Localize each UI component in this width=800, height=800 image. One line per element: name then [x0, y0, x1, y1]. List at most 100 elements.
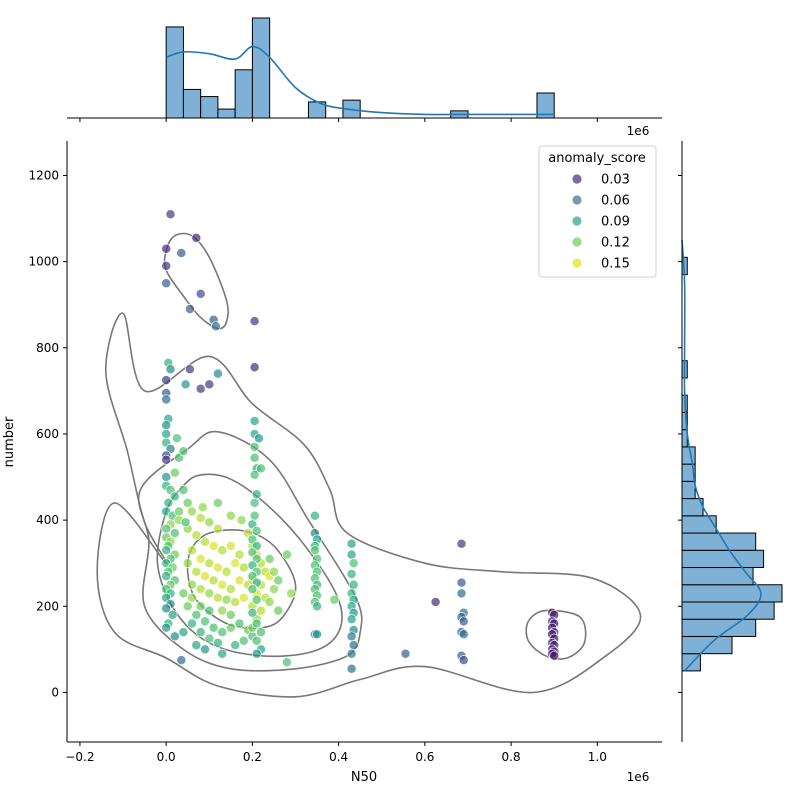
scatter-point: [184, 304, 195, 314]
legend-frame: [538, 145, 657, 278]
y-tick-label: 1200: [28, 168, 59, 182]
scatter-point: [253, 433, 264, 444]
scatter-point: [180, 517, 191, 528]
y-axis-ticks: 0 200 400 600 800 1000 1200: [28, 168, 67, 699]
top-hist-bar: [251, 17, 271, 119]
scatter-point: [225, 622, 236, 633]
scatter-point: [169, 491, 180, 502]
scatter-point: [346, 663, 357, 674]
scatter-point: [312, 601, 323, 612]
scatter-point: [161, 545, 172, 556]
kde-contour-line: [186, 529, 297, 630]
right-kde-line: [681, 240, 762, 672]
scatter-point: [281, 549, 292, 560]
scatter-point: [208, 541, 219, 551]
right-hist-bar: [681, 480, 696, 500]
scatter-point: [161, 260, 172, 271]
scatter-point: [281, 657, 292, 668]
legend: anomaly_score 0.03 0.06 0.09 0.12 0.15: [538, 145, 657, 278]
kde-contour-line: [137, 430, 363, 672]
kde-contour-line: [96, 312, 642, 698]
scatter-point: [176, 248, 187, 258]
scatter-point: [161, 375, 172, 386]
scatter-point: [204, 379, 215, 390]
scatter-point: [212, 592, 223, 603]
scatter-point: [251, 635, 262, 646]
scatter-point: [456, 588, 467, 599]
scatter-point: [238, 635, 249, 646]
scatter-point: [249, 469, 260, 480]
scatter-point: [187, 592, 197, 603]
scatter-point: [195, 584, 206, 595]
scatter-point: [221, 594, 232, 605]
scatter-point: [200, 536, 210, 547]
top-kde-line: [165, 45, 555, 116]
right-hist-bar: [681, 532, 757, 551]
x-axis-ticks: −0.2 0.0 0.2 0.4 0.6 0.8 1.0: [65, 742, 607, 764]
scatter-point: [169, 631, 180, 642]
legend-title: anomaly_score: [548, 151, 646, 166]
scatter-point: [225, 609, 236, 620]
scatter-point: [458, 616, 469, 627]
scatter-point: [234, 549, 245, 560]
scatter-point: [348, 579, 359, 590]
scatter-point: [264, 597, 275, 607]
scatter-point: [187, 618, 197, 629]
legend-marker: [572, 237, 582, 247]
top-hist-bar: [182, 88, 202, 119]
scatter-point: [251, 618, 262, 629]
x-tick-label: 0.4: [329, 750, 348, 764]
kde-contours: [96, 232, 642, 698]
x-tick-label: −0.2: [65, 750, 94, 764]
scatter-point: [346, 549, 357, 560]
y-tick-label: 800: [36, 341, 59, 355]
scatter-point: [184, 364, 195, 375]
scatter-point: [161, 243, 172, 254]
scatter-point: [249, 452, 260, 463]
scatter-point: [178, 588, 189, 599]
scatter-point: [346, 648, 357, 659]
scatter-point: [234, 618, 245, 629]
x-tick-label: 0.2: [243, 750, 262, 764]
scatter-point: [251, 525, 262, 536]
scatter-point: [180, 379, 191, 390]
scatter-point: [169, 528, 180, 539]
scatter-point: [264, 553, 275, 564]
scatter-point: [247, 584, 258, 595]
scatter-point: [549, 650, 560, 661]
right-hist-bar: [681, 446, 696, 465]
scatter-point: [456, 577, 467, 588]
x-tick-label: 0.8: [502, 750, 521, 764]
scatter-point: [221, 566, 232, 577]
scatter-point: [161, 454, 172, 465]
scatter-point: [217, 545, 228, 556]
scatter-point: [161, 420, 172, 431]
scatter-point: [346, 538, 357, 549]
scatter-point: [269, 566, 279, 577]
scatter-point: [217, 648, 228, 659]
legend-label: 0.09: [601, 215, 630, 230]
scatter-point: [174, 506, 185, 517]
scatter-point: [249, 416, 260, 426]
scatter-point: [225, 541, 236, 551]
scatter-point: [167, 609, 178, 620]
scatter-point: [256, 627, 266, 638]
right-hist-bar: [681, 618, 757, 637]
scatter-point: [204, 517, 215, 528]
scatter-point: [191, 530, 202, 541]
scatter-point: [212, 368, 223, 379]
scatter-point: [329, 594, 340, 605]
scatter-point: [195, 627, 206, 638]
scatter-point: [234, 575, 245, 586]
scatter-point: [197, 502, 208, 513]
right-hist-bar: [681, 549, 765, 569]
scatter-point: [286, 588, 297, 599]
scatter-point: [182, 558, 193, 569]
scatter-point: [195, 383, 206, 394]
scatter-point: [251, 489, 262, 500]
x-offset-label: 1e6: [627, 770, 650, 784]
scatter-point: [200, 571, 210, 582]
legend-label: 0.15: [601, 257, 630, 272]
scatter-point: [200, 616, 210, 627]
scatter-point: [204, 558, 215, 569]
